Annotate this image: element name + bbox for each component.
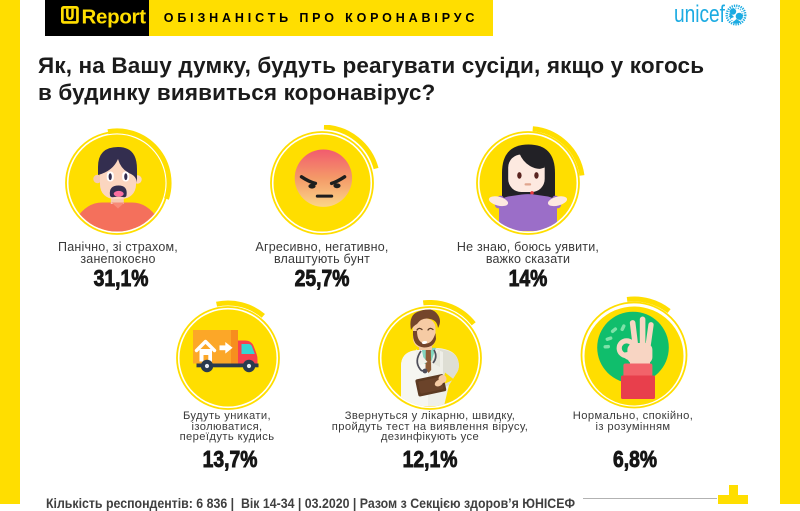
svg-text:unicef: unicef (674, 1, 725, 28)
svg-text:Report: Report (82, 6, 147, 29)
